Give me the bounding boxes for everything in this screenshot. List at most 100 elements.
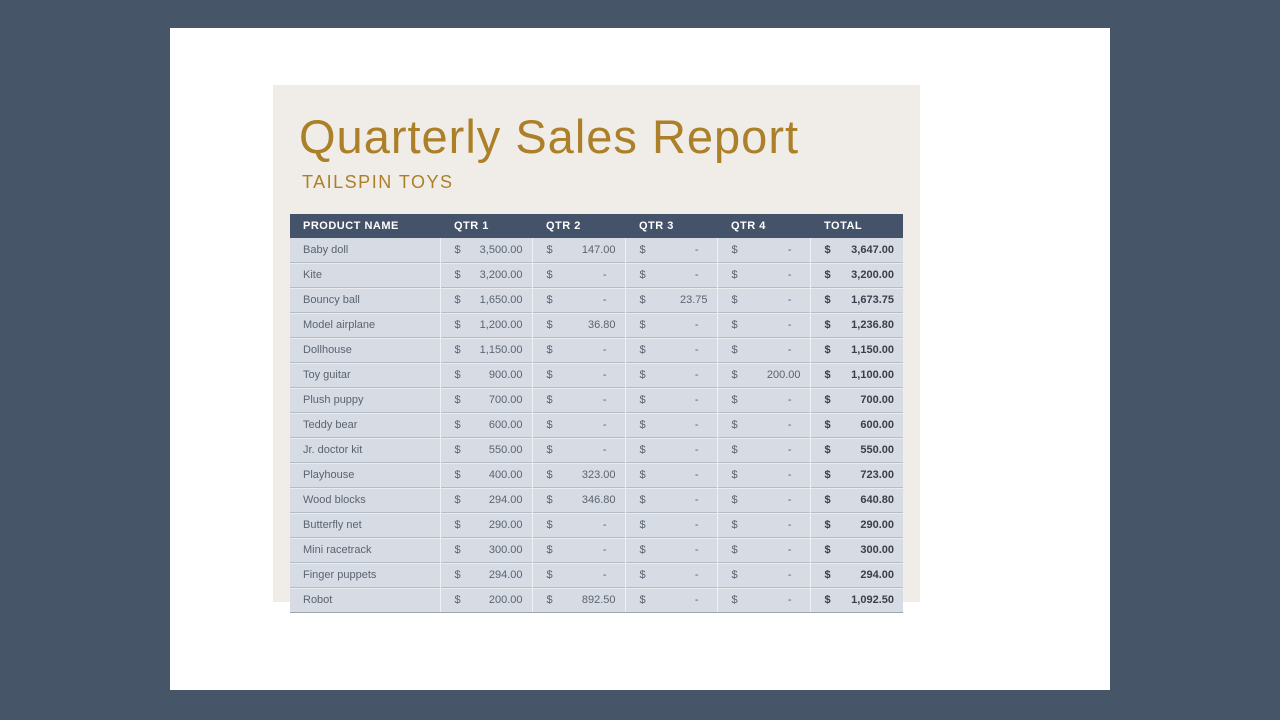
currency-symbol: $ — [824, 244, 831, 256]
table-header-row: PRODUCT NAME QTR 1 QTR 2 QTR 3 QTR 4 TOT… — [290, 214, 903, 238]
qtr2-cell: $323.00 — [531, 462, 625, 488]
cell-value: - — [694, 269, 699, 281]
currency-symbol: $ — [639, 569, 646, 581]
currency-symbol: $ — [639, 494, 646, 506]
product-name-cell: Model airplane — [290, 312, 440, 338]
column-header-qtr1: QTR 1 — [440, 214, 532, 238]
cell-value: 200.00 — [766, 369, 801, 381]
currency-symbol: $ — [731, 519, 738, 531]
product-name-cell: Butterfly net — [290, 512, 440, 538]
currency-symbol: $ — [731, 244, 738, 256]
currency-symbol: $ — [454, 319, 461, 331]
total-cell: $1,236.80 — [809, 312, 903, 338]
cell-value: 400.00 — [488, 469, 523, 481]
cell-value: - — [602, 519, 607, 531]
cell-value: 600.00 — [860, 419, 894, 431]
qtr1-cell: $3,200.00 — [439, 262, 532, 288]
cell-value: - — [602, 269, 607, 281]
total-cell: $1,100.00 — [809, 362, 903, 388]
qtr2-cell: $892.50 — [531, 587, 625, 613]
qtr4-cell: $ - — [716, 462, 810, 488]
qtr4-cell: $ - — [716, 238, 810, 263]
qtr3-cell: $ - — [624, 337, 717, 363]
currency-symbol: $ — [824, 494, 831, 506]
currency-symbol: $ — [824, 269, 831, 281]
currency-symbol: $ — [546, 519, 553, 531]
cell-value: 1,150.00 — [479, 344, 523, 356]
cell-value: 346.80 — [581, 494, 616, 506]
currency-symbol: $ — [824, 544, 831, 556]
qtr4-cell: $ - — [716, 337, 810, 363]
total-cell: $550.00 — [809, 437, 903, 463]
qtr1-cell: $300.00 — [439, 537, 532, 563]
total-cell: $300.00 — [809, 537, 903, 563]
currency-symbol: $ — [639, 269, 646, 281]
currency-symbol: $ — [824, 394, 831, 406]
cell-value: - — [787, 594, 792, 606]
currency-symbol: $ — [639, 294, 646, 306]
total-cell: $290.00 — [809, 512, 903, 538]
product-name-cell: Jr. doctor kit — [290, 437, 440, 463]
currency-symbol: $ — [454, 244, 461, 256]
table-row: Playhouse $400.00 $323.00 $ - $ - $723.00 — [290, 462, 903, 488]
cell-value: 23.75 — [679, 294, 708, 306]
cell-value: - — [787, 544, 792, 556]
cell-value: - — [787, 519, 792, 531]
cell-value: - — [787, 394, 792, 406]
table-row: Bouncy ball $1,650.00 $ - $23.75 $ - $1,673.75 — [290, 287, 903, 313]
currency-symbol: $ — [454, 294, 461, 306]
qtr3-cell: $ - — [624, 262, 717, 288]
qtr2-cell: $ - — [531, 337, 625, 363]
qtr1-cell: $900.00 — [439, 362, 532, 388]
cell-value: 550.00 — [860, 444, 894, 456]
currency-symbol: $ — [546, 269, 553, 281]
cell-value: - — [694, 394, 699, 406]
cell-value: 3,647.00 — [851, 244, 894, 256]
qtr2-cell: $ - — [531, 412, 625, 438]
table-row: Robot $200.00 $892.50 $ - $ - $1,092.50 — [290, 587, 903, 613]
currency-symbol: $ — [639, 544, 646, 556]
currency-symbol: $ — [731, 344, 738, 356]
currency-symbol: $ — [546, 594, 553, 606]
cell-value: - — [602, 369, 607, 381]
cell-value: - — [787, 319, 792, 331]
product-name-cell: Kite — [290, 262, 440, 288]
cell-value: - — [602, 569, 607, 581]
qtr4-cell: $ - — [716, 262, 810, 288]
report-panel: Quarterly Sales Report TAILSPIN TOYS PRO… — [273, 85, 920, 613]
currency-symbol: $ — [824, 444, 831, 456]
currency-symbol: $ — [454, 569, 461, 581]
cell-value: - — [602, 419, 607, 431]
cell-value: 1,100.00 — [851, 369, 894, 381]
table-row: Mini racetrack $300.00 $ - $ - $ - $300.00 — [290, 537, 903, 563]
qtr1-cell: $1,650.00 — [439, 287, 532, 313]
qtr4-cell: $ - — [716, 562, 810, 588]
cell-value: - — [694, 469, 699, 481]
table-row: Toy guitar $900.00 $ - $ - $200.00 $1,100.00 — [290, 362, 903, 388]
product-name-cell: Wood blocks — [290, 487, 440, 513]
currency-symbol: $ — [731, 394, 738, 406]
table-body: Baby doll $3,500.00 $147.00 $ - $ - $3,647.00 Ki… — [290, 238, 903, 613]
table-row: Plush puppy $700.00 $ - $ - $ - $700.00 — [290, 387, 903, 413]
product-name-cell: Bouncy ball — [290, 287, 440, 313]
cell-value: 1,650.00 — [479, 294, 523, 306]
qtr4-cell: $ - — [716, 587, 810, 613]
total-cell: $1,150.00 — [809, 337, 903, 363]
total-cell: $600.00 — [809, 412, 903, 438]
currency-symbol: $ — [824, 469, 831, 481]
currency-symbol: $ — [639, 344, 646, 356]
qtr4-cell: $ - — [716, 312, 810, 338]
qtr4-cell: $ - — [716, 537, 810, 563]
cell-value: 3,200.00 — [851, 269, 894, 281]
currency-symbol: $ — [731, 594, 738, 606]
currency-symbol: $ — [639, 244, 646, 256]
document-page: Quarterly Sales Report TAILSPIN TOYS PRO… — [170, 28, 1110, 690]
product-name-cell: Finger puppets — [290, 562, 440, 588]
cell-value: 3,500.00 — [479, 244, 523, 256]
cell-value: 300.00 — [860, 544, 894, 556]
total-cell: $3,647.00 — [809, 238, 903, 263]
currency-symbol: $ — [454, 344, 461, 356]
currency-symbol: $ — [546, 369, 553, 381]
cell-value: 294.00 — [488, 494, 523, 506]
